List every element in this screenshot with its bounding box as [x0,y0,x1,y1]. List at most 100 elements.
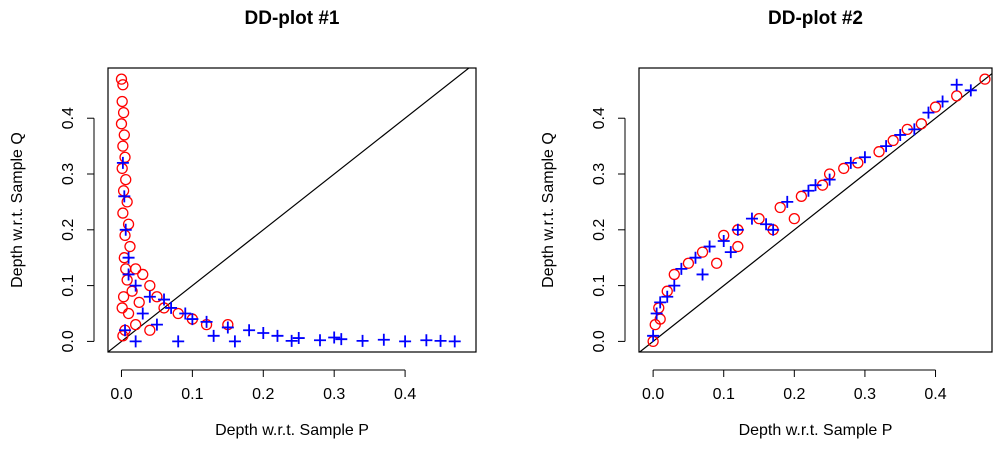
point [228,335,241,348]
point [257,327,270,340]
point [115,118,128,130]
point [682,257,695,269]
y-axis-label: Depth w.r.t. Sample Q [9,132,26,288]
point [118,190,131,203]
point [179,307,192,320]
point [117,140,129,152]
panel: DD-plot #2 Depth w.r.t. Sample P Depth w.r… [540,8,993,439]
x-tick-label: 0.1 [181,386,203,403]
diagonal [108,68,470,352]
point [117,291,130,303]
point [119,151,131,163]
point [951,90,963,102]
point [661,290,674,303]
point [448,335,461,348]
point [979,73,991,85]
chart-title: DD-plot #2 [768,8,863,29]
point [116,95,128,108]
point [172,335,185,348]
point [908,123,921,136]
point [271,329,284,342]
point [964,84,977,97]
point [703,240,716,253]
point [144,279,156,292]
point [136,307,149,320]
point [117,207,129,219]
point [668,268,680,281]
point [221,321,234,334]
point [767,223,780,236]
point [650,307,663,320]
point [653,302,665,314]
point [356,334,369,347]
point [116,156,129,169]
x-tick-label: 0.4 [924,386,946,403]
point [243,324,256,337]
point [377,333,390,346]
point [894,128,907,141]
y-tick-label: 0.3 [60,163,77,185]
point [731,223,744,236]
point [121,274,133,286]
x-axis-label: Depth w.r.t. Sample P [739,422,893,439]
point [823,173,836,186]
y-tick-label: 0.0 [60,330,77,352]
y-tick-label: 0.2 [591,219,608,241]
y-tick-label: 0.4 [60,107,77,129]
point [844,156,857,169]
x-axis-label: Depth w.r.t. Sample P [215,422,369,439]
y-tick-label: 0.2 [60,219,77,241]
point [314,334,327,347]
point [434,334,447,347]
point [696,246,709,258]
y-tick-label: 0.0 [591,330,608,352]
point [696,268,709,281]
point [122,251,135,264]
point [158,293,171,306]
point [675,262,688,275]
point [133,296,145,308]
point [122,268,135,281]
point [858,151,871,164]
point [915,118,928,130]
point [137,268,149,281]
y-tick-label: 0.1 [60,274,77,296]
point [950,78,963,91]
point [873,146,885,158]
chart-title: DD-plot #1 [245,8,340,29]
point [119,324,132,337]
x-tick-label: 0.3 [854,386,876,403]
point [328,331,341,344]
point [654,296,667,309]
point [668,279,681,292]
point [285,334,298,347]
point [129,335,142,348]
x-tick-label: 0.4 [394,386,416,403]
point [207,329,220,342]
point [711,257,723,269]
point [130,319,142,331]
point [717,234,730,247]
panel: DD-plot #1 Depth w.r.t. Sample P Depth w.r… [9,8,477,439]
point [117,79,129,91]
point [420,334,433,347]
point [130,263,142,275]
x-tick-label: 0.3 [323,386,345,403]
point [129,279,142,292]
y-tick-label: 0.4 [591,107,608,129]
point [929,101,942,113]
point [936,95,949,108]
point [150,318,163,331]
diagonal [639,72,992,352]
plot-box [638,67,993,353]
point [186,313,199,326]
point [809,179,822,192]
point [724,246,737,259]
point [795,190,808,202]
point [922,106,935,119]
x-tick-label: 0.2 [252,386,274,403]
point [120,173,132,186]
point [122,307,135,320]
point [745,212,758,225]
